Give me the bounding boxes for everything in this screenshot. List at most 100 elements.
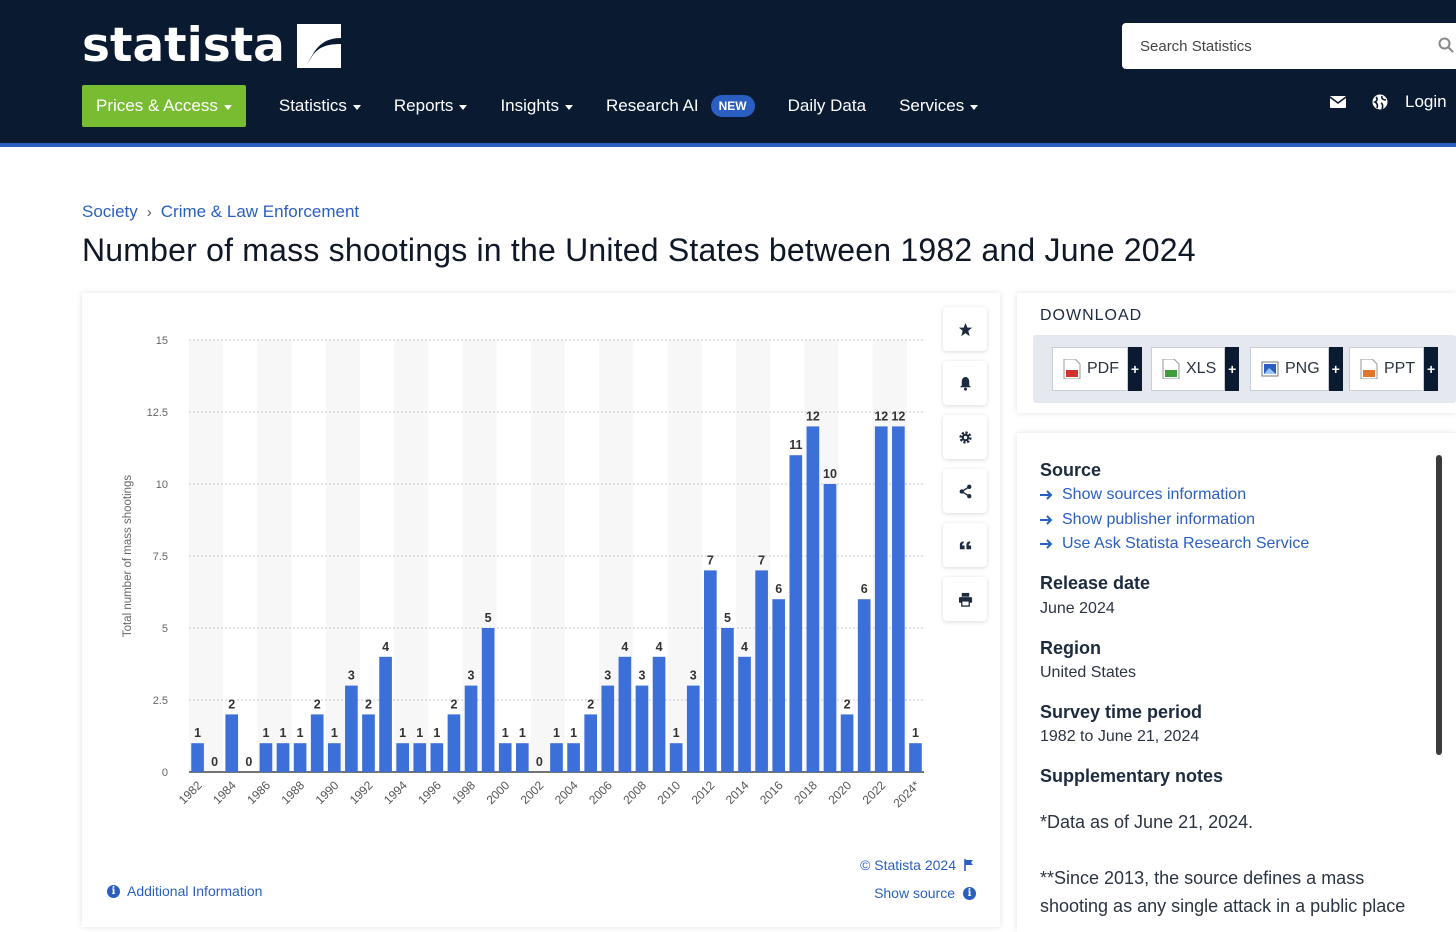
download-png-main[interactable]: PNG xyxy=(1250,347,1329,391)
download-png-button[interactable]: PNG + xyxy=(1250,347,1343,391)
globe-icon[interactable] xyxy=(1372,94,1388,110)
search-input[interactable] xyxy=(1140,37,1430,55)
bar-value-label: 1 xyxy=(331,726,338,740)
nav-statistics[interactable]: Statistics xyxy=(279,85,361,127)
bar-value-label: 2 xyxy=(228,697,235,711)
search-icon[interactable] xyxy=(1438,37,1454,53)
ask-research-link[interactable]: Use Ask Statista Research Service xyxy=(1040,535,1309,553)
bar xyxy=(567,743,580,772)
bar xyxy=(686,685,700,772)
settings-button[interactable] xyxy=(943,415,987,459)
pdf-file-icon xyxy=(1063,359,1081,379)
supplementary-notes-heading: Supplementary notes xyxy=(1040,766,1224,786)
arrow-right-icon xyxy=(1040,515,1053,525)
ppt-options-button[interactable]: + xyxy=(1424,347,1439,391)
show-source-link[interactable]: Show source i xyxy=(874,885,976,901)
breadcrumb-society[interactable]: Society xyxy=(82,202,138,221)
download-tray: PDF + XLS + PNG + PPT + xyxy=(1033,335,1456,403)
pdf-options-button[interactable]: + xyxy=(1128,347,1142,391)
nav-services[interactable]: Services xyxy=(899,85,979,127)
bar xyxy=(618,656,632,772)
download-ppt-button[interactable]: PPT + xyxy=(1349,347,1439,391)
nav-label: Prices & Access xyxy=(96,96,218,115)
x-tick-label: 2006 xyxy=(586,778,615,807)
download-xls-main[interactable]: XLS xyxy=(1151,347,1226,391)
bar xyxy=(892,426,905,772)
login-link[interactable]: Login xyxy=(1405,92,1447,111)
additional-information-link[interactable]: i Additional Information xyxy=(107,883,262,899)
y-tick-label: 15 xyxy=(156,335,168,347)
logo-text: statista xyxy=(82,18,285,73)
bar-value-label: 1 xyxy=(502,726,509,740)
show-sources-text: Show sources information xyxy=(1062,486,1247,503)
favorite-button[interactable] xyxy=(943,307,987,351)
top-header: statista Prices & Access Statistics Repo… xyxy=(0,0,1456,143)
download-pdf-main[interactable]: PDF xyxy=(1052,347,1128,391)
png-options-button[interactable]: + xyxy=(1328,347,1343,391)
mail-icon[interactable] xyxy=(1330,96,1346,108)
bar xyxy=(823,484,837,772)
bar xyxy=(909,743,922,772)
x-tick-label: 1992 xyxy=(347,778,376,807)
notification-button[interactable] xyxy=(943,361,987,405)
gear-icon xyxy=(958,430,972,444)
bar xyxy=(601,685,615,772)
bar-value-label: 12 xyxy=(806,409,820,423)
statista-logo[interactable]: statista xyxy=(82,18,341,74)
bar-value-label: 7 xyxy=(707,553,714,567)
y-tick-label: 12.5 xyxy=(147,407,168,419)
nav-reports[interactable]: Reports xyxy=(394,85,468,127)
bar-value-label: 1 xyxy=(570,726,577,740)
breadcrumb-crime[interactable]: Crime & Law Enforcement xyxy=(160,202,360,221)
y-tick-label: 5 xyxy=(162,623,168,635)
bar xyxy=(806,426,820,772)
show-publisher-link[interactable]: Show publisher information xyxy=(1040,511,1255,529)
show-sources-link[interactable]: Show sources information xyxy=(1040,486,1246,504)
x-tick-label: 2004 xyxy=(552,778,581,807)
bar xyxy=(652,656,666,772)
cite-button[interactable] xyxy=(943,523,987,567)
bar xyxy=(515,743,529,772)
x-tick-label: 1982 xyxy=(176,778,205,807)
bar-value-label: 0 xyxy=(245,755,252,769)
bar-value-label: 1 xyxy=(297,726,304,740)
download-pdf-button[interactable]: PDF + xyxy=(1052,347,1142,391)
nav-prices-access[interactable]: Prices & Access xyxy=(82,85,246,127)
nav-insights[interactable]: Insights xyxy=(500,85,574,127)
print-button[interactable] xyxy=(943,577,987,621)
download-ppt-main[interactable]: PPT xyxy=(1349,347,1425,391)
x-tick-label: 1984 xyxy=(210,778,239,807)
copyright-link[interactable]: © Statista 2024 xyxy=(860,857,974,873)
quote-icon xyxy=(959,540,971,549)
x-tick-label: 2012 xyxy=(689,778,718,807)
share-button[interactable] xyxy=(943,469,987,513)
download-xls-button[interactable]: XLS + xyxy=(1151,347,1240,391)
note-definition: **Since 2013, the source defines a mass xyxy=(1040,868,1365,888)
bar xyxy=(874,426,888,772)
bar xyxy=(635,685,649,772)
y-axis-title: Total number of mass shootings xyxy=(122,475,134,638)
bell-icon xyxy=(959,376,971,391)
png-label: PNG xyxy=(1285,360,1320,377)
nav-label: Statistics xyxy=(278,96,347,115)
y-tick-label: 7.5 xyxy=(153,551,168,563)
xls-options-button[interactable]: + xyxy=(1225,347,1240,391)
nav-research-ai[interactable]: Research AI NEW xyxy=(606,85,755,127)
ask-research-text: Use Ask Statista Research Service xyxy=(1062,535,1310,552)
x-tick-label: 1996 xyxy=(415,778,444,807)
bar-value-label: 4 xyxy=(656,640,663,654)
nav-daily-data[interactable]: Daily Data xyxy=(788,85,866,127)
bar xyxy=(669,743,683,772)
region-value: United States xyxy=(1040,664,1137,681)
bar xyxy=(293,743,307,772)
bar xyxy=(550,743,563,772)
details-scrollbar[interactable] xyxy=(1436,455,1442,755)
x-tick-label: 2000 xyxy=(484,778,513,807)
bar-value-label: 2 xyxy=(365,697,372,711)
bar xyxy=(840,714,854,772)
bar-value-label: 4 xyxy=(382,640,389,654)
chevron-down-icon xyxy=(459,104,468,110)
bar xyxy=(327,743,341,772)
bar-value-label: 1 xyxy=(262,726,269,740)
xls-label: XLS xyxy=(1186,360,1217,377)
